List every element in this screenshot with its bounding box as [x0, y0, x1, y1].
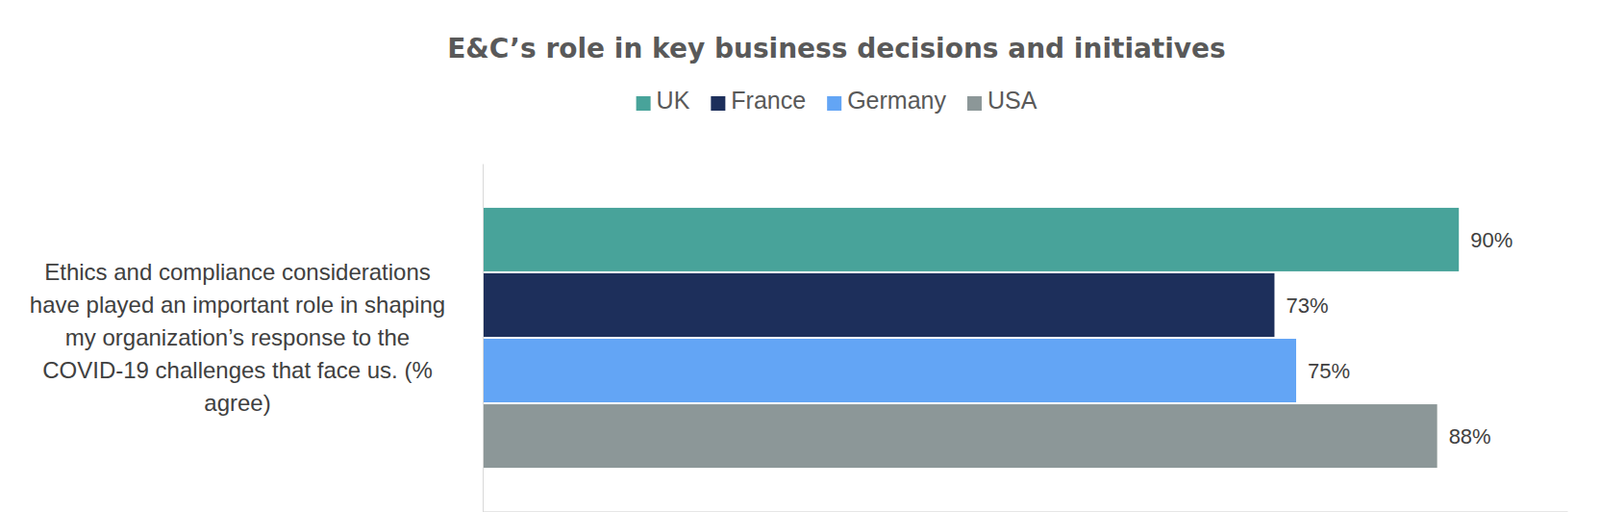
data-label: 88% [1449, 424, 1492, 449]
bar [482, 403, 1438, 468]
legend-item: UK [636, 86, 691, 114]
legend-swatch [710, 96, 725, 111]
legend-label: USA [987, 86, 1038, 114]
tick-label-line: COVID-19 challenges that face us. (% [42, 356, 433, 383]
legend-label: Germany [847, 86, 947, 114]
tick-label-line: Ethics and compliance considerations [44, 258, 431, 285]
chart: E&C’s role in key business decisions and… [0, 0, 1600, 512]
bar [482, 273, 1275, 337]
legend-label: France [730, 86, 806, 114]
legend-item: USA [967, 86, 1038, 114]
y-axis: Ethics and compliance considerations have… [29, 164, 484, 512]
x-axis-line [483, 510, 1569, 512]
legend-item: Germany [826, 86, 947, 114]
y-axis-line [482, 164, 484, 512]
legend-label: UK [656, 86, 691, 114]
tick-label-line: have played an important role in shaping [29, 291, 446, 318]
data-label: 73% [1285, 293, 1328, 318]
data-label: 75% [1307, 358, 1350, 383]
tick-label-line: agree) [203, 389, 271, 416]
legend-item: France [710, 86, 806, 114]
tick: Ethics and compliance considerations have… [29, 258, 483, 416]
bar [482, 338, 1297, 402]
title: E&C’s role in key business decisions and… [447, 32, 1226, 65]
legend-swatch [967, 96, 982, 111]
data-labels: 90% 73% 75% 88% [1285, 227, 1513, 449]
legend-swatch [826, 96, 842, 111]
legend: UK France Germany USA [636, 86, 1038, 114]
x-axis [483, 510, 1569, 512]
data-label: 90% [1470, 227, 1513, 252]
bars [482, 207, 1459, 468]
tick-label: Ethics and compliance considerations have… [29, 258, 446, 416]
legend-swatch [636, 96, 651, 111]
bar [482, 207, 1459, 272]
tick-label-line: my organization’s response to the [65, 324, 410, 350]
